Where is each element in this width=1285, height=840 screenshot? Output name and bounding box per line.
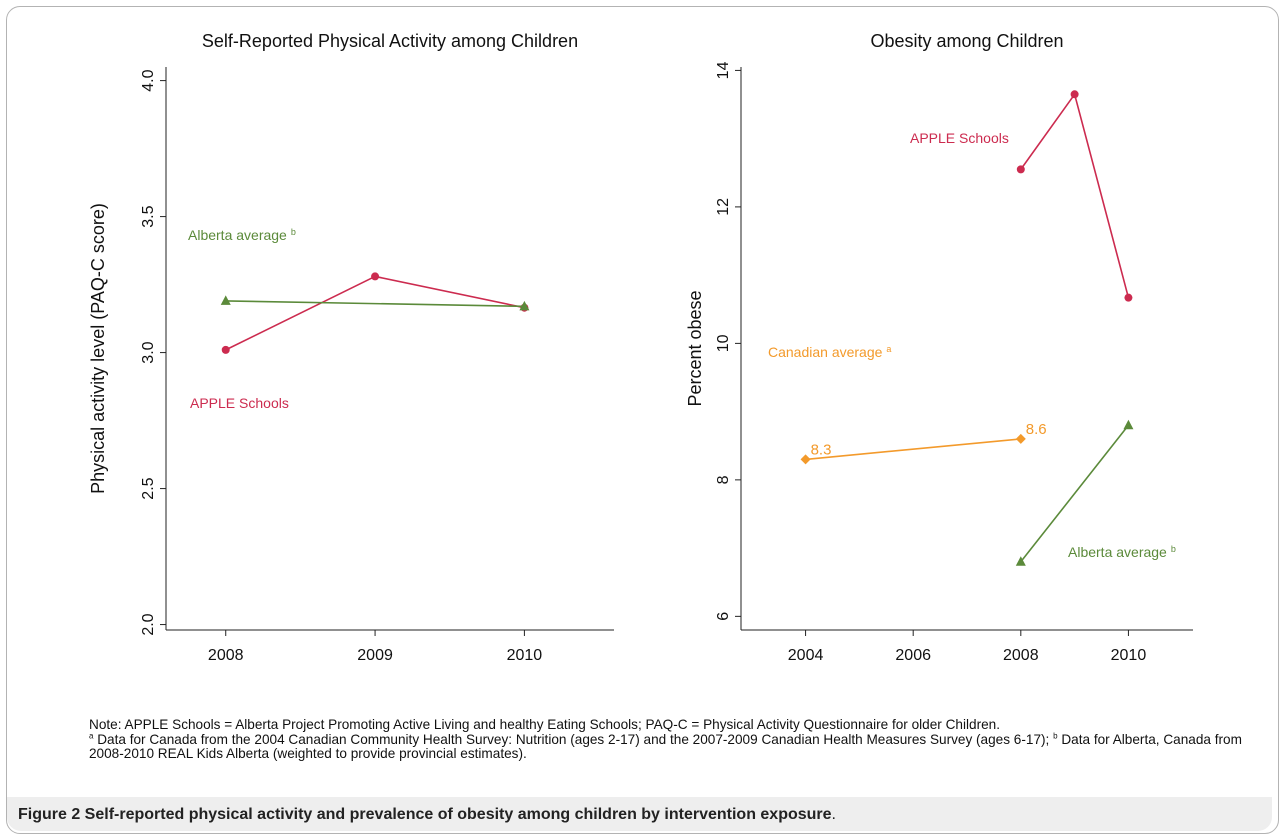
chart2-y-tick-label: 12 — [715, 198, 732, 216]
chart1-series-label-sup: b — [291, 227, 296, 237]
chart2-y-tick-label: 14 — [715, 61, 732, 79]
chart2-title: Obesity among Children — [870, 31, 1063, 51]
chart1-y-tick-label: 4.0 — [140, 69, 157, 91]
chart2-series-label-text: Alberta average — [1068, 544, 1167, 560]
chart1-x-tick-label: 2008 — [208, 647, 244, 664]
chart2-data-point — [1016, 165, 1025, 174]
caption-label: Figure 2 — [18, 806, 81, 823]
figure-note: Note: APPLE Schools = Alberta Project Pr… — [89, 717, 1259, 762]
chart2-data-label: 8.3 — [811, 441, 832, 458]
chart2-series-label-sup: b — [1171, 544, 1176, 554]
caption-title: Self-reported physical activity and prev… — [80, 806, 832, 823]
chart-panel-2: Obesity among Children 6 8 10 12 14 2004 2006 20… — [685, 31, 1193, 664]
chart2-series-line — [1020, 424, 1130, 563]
chart2-data-label: 8.6 — [1026, 421, 1047, 438]
chart1-y-tick-label: 3.5 — [140, 205, 157, 227]
chart1-series-label: APPLE Schools — [190, 395, 289, 411]
chart2-series-label: APPLE Schools — [910, 130, 1009, 146]
chart2-series-label: Canadian average a — [768, 344, 891, 360]
chart2-data-point — [1124, 293, 1133, 302]
chart2-series-label-text: Canadian average — [768, 344, 883, 360]
chart2-data-point — [1015, 556, 1026, 566]
chart2-x-tick-label: 2010 — [1111, 647, 1147, 664]
chart2-series-label: Alberta average b — [1068, 544, 1176, 560]
figure-caption: Figure 2 Self-reported physical activity… — [7, 797, 1272, 831]
chart1-series-label-text: APPLE Schools — [190, 395, 289, 411]
chart1-data-point — [519, 300, 530, 311]
chart2-series-line — [1020, 92, 1130, 298]
chart1-y-tick-label: 2.0 — [140, 613, 157, 635]
caption-period: . — [831, 806, 836, 823]
caption-text: Figure 2 Self-reported physical activity… — [18, 806, 836, 824]
chart2-series-label-sup: a — [886, 344, 891, 354]
note-line-2-text: Data for Canada from the 2004 Canadian C… — [93, 731, 1054, 747]
chart1-y-tick-label: 2.5 — [140, 477, 157, 499]
chart1-data-point — [371, 272, 380, 281]
chart2-y-tick-label: 6 — [715, 612, 732, 621]
chart1-series-line — [225, 275, 525, 351]
chart1-y-tick-label: 3.0 — [140, 341, 157, 363]
chart1-data-point — [220, 295, 231, 305]
chart2-y-axis-label: Percent obese — [685, 290, 705, 406]
chart2-x-tick-label: 2004 — [788, 647, 824, 664]
chart2-data-point — [1015, 433, 1026, 444]
note-sup-b: b — [1053, 730, 1058, 740]
chart2-y-tick-label: 8 — [715, 475, 732, 484]
chart2-x-tick-label: 2008 — [1003, 647, 1039, 664]
chart2-data-point — [1123, 419, 1134, 430]
chart1-title: Self-Reported Physical Activity among Ch… — [202, 31, 578, 51]
note-line-2: a Data for Canada from the 2004 Canadian… — [89, 730, 1259, 762]
chart2-y-tick-label: 10 — [715, 334, 732, 352]
chart1-series-line — [225, 300, 525, 308]
chart2-series-line — [805, 438, 1021, 461]
chart1-series-label-text: Alberta average — [188, 227, 287, 243]
note-sup-a: a — [89, 730, 94, 740]
figure-frame — [6, 6, 1279, 834]
chart1-data-point — [221, 345, 230, 354]
chart2-series-label-text: APPLE Schools — [910, 130, 1009, 146]
chart2-data-point — [800, 454, 811, 465]
note-line-2b-text: Data for Alberta, Canada from 2008-2010 … — [89, 731, 1242, 761]
note-line-1: Note: APPLE Schools = Alberta Project Pr… — [89, 717, 1000, 732]
chart-panel-1: Self-Reported Physical Activity among Ch… — [88, 31, 614, 664]
chart2-data-point — [1070, 90, 1079, 99]
chart1-x-tick-label: 2009 — [357, 647, 393, 664]
chart1-x-tick-label: 2010 — [507, 647, 543, 664]
chart2-x-tick-label: 2006 — [895, 647, 931, 664]
chart1-y-axis-label: Physical activity level (PAQ-C score) — [88, 203, 108, 494]
chart1-series-label: Alberta average b — [188, 227, 296, 243]
